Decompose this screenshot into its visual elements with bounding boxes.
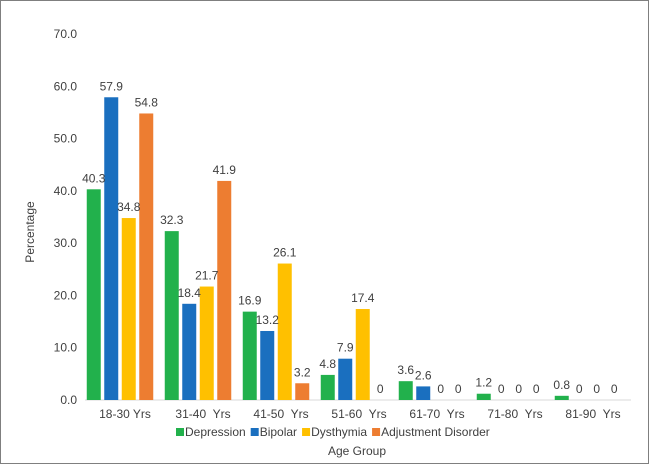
data-label: 21.7 [195,269,219,283]
data-label: 41.9 [213,163,237,177]
data-label: 57.9 [100,79,124,93]
data-label: 0 [498,382,505,396]
bar-adjustment-disorder [295,383,310,400]
data-label: 2.6 [415,368,432,382]
y-tick-label: 0.0 [60,393,77,407]
y-tick-label: 40.0 [54,184,78,198]
y-tick-label: 10.0 [54,341,78,355]
bar-depression [86,189,101,400]
x-tick-label: 51-60 Yrs [331,407,386,421]
data-label: 0 [611,382,618,396]
bar-adjustment-disorder [139,113,154,400]
legend-swatch [176,428,184,436]
bar-dysthymia [277,263,292,400]
x-tick-label: 81-90 Yrs [565,407,620,421]
data-label: 0 [437,382,444,396]
bar-dysthymia [199,286,214,400]
bar-bipolar [338,358,353,400]
bar-dysthymia [121,218,136,400]
bar-depression [554,395,569,400]
legend: Depression Bipolar Dysthymia Adjustment Dis… [176,425,490,439]
x-axis-ticks: 18-30 Yrs 31-40 Yrs 41-50 Yrs 51-60 Yrs 61-7… [99,407,620,421]
y-tick-label: 20.0 [54,288,78,302]
data-label: 40.3 [82,171,106,185]
bar-bipolar [104,97,119,400]
y-tick-label: 60.0 [54,79,78,93]
data-label: 0 [533,382,540,396]
data-labels: 40.3 57.9 34.8 54.8 32.3 18.4 21.7 41.9 16.9 13.2… [82,79,618,396]
data-label: 16.9 [238,294,262,308]
data-label: 3.6 [397,363,414,377]
legend-swatch [302,428,311,436]
data-label: 4.8 [319,357,336,371]
bar-depression [164,231,179,400]
x-tick-label: 31-40 Yrs [175,407,230,421]
bar-dysthymia [355,309,370,400]
bars [86,97,569,400]
bar-bipolar [182,303,197,400]
data-label: 7.9 [337,341,354,355]
x-tick-label: 61-70 Yrs [409,407,464,421]
x-tick-label: 18-30 Yrs [99,407,151,421]
data-label: 26.1 [273,246,297,260]
legend-swatch [372,428,381,436]
y-axis-ticks: 0.0 10.0 20.0 30.0 40.0 50.0 60.0 70.0 [54,27,78,407]
bar-depression [398,381,413,400]
data-label: 54.8 [135,95,159,109]
data-label: 0 [377,382,384,396]
bar-bipolar [260,330,275,400]
y-axis-title: Percentage [23,201,37,263]
legend-swatch [250,428,259,436]
data-label: 34.8 [117,200,141,214]
data-label: 0.8 [553,378,570,392]
data-label: 0 [576,382,583,396]
data-label: 0 [593,382,600,396]
data-label: 0 [455,382,462,396]
bar-adjustment-disorder [217,180,232,400]
x-tick-label: 41-50 Yrs [253,407,308,421]
legend-label: Dysthymia [311,425,367,439]
bar-depression [320,374,335,400]
y-tick-label: 50.0 [54,132,78,146]
data-label: 13.2 [256,313,280,327]
data-label: 0 [515,382,522,396]
bar-bipolar [416,386,431,400]
data-label: 3.2 [294,365,311,379]
x-axis-title: Age Group [328,444,386,458]
bar-depression [242,311,257,400]
x-tick-label: 71-80 Yrs [487,407,542,421]
legend-label: Adjustment Disorder [381,425,490,439]
y-tick-label: 30.0 [54,236,78,250]
data-label: 1.2 [475,376,492,390]
data-label: 18.4 [178,286,202,300]
legend-label: Depression [185,425,246,439]
data-label: 32.3 [160,213,184,227]
y-tick-label: 70.0 [54,27,78,41]
bar-depression [476,393,491,400]
legend-label: Bipolar [260,425,297,439]
data-label: 17.4 [351,291,375,305]
